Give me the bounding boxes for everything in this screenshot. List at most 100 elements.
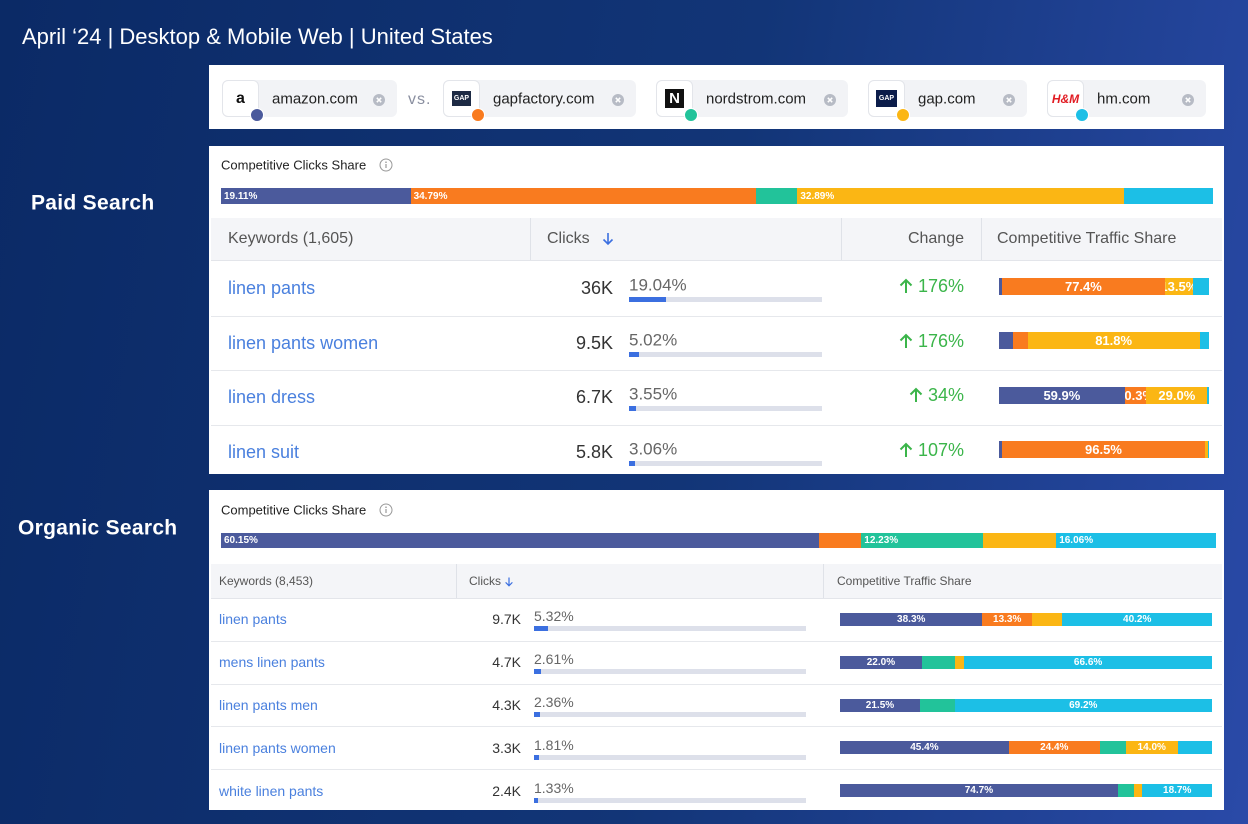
info-icon[interactable] (379, 158, 393, 172)
stacked-bar: 22.0% 66.6% (840, 655, 1212, 669)
clicks-share-track (534, 712, 806, 717)
change-cell: 176% (899, 277, 964, 295)
up-arrow-icon (899, 278, 913, 294)
segment-label: 13.3% (993, 613, 1022, 625)
column-divider (456, 564, 457, 598)
clicks-share-track (629, 460, 822, 466)
competitor-chip[interactable]: H&M hm.com (1047, 80, 1206, 122)
column-divider (981, 218, 982, 260)
bar-segment (1117, 784, 1134, 798)
bar-segment: 18.7% (1142, 784, 1212, 798)
keyword-link[interactable]: linen pants (228, 278, 316, 299)
clicks-share-bar (629, 406, 636, 412)
change-value: 34% (927, 385, 964, 406)
keyword-link[interactable]: white linen pants (219, 782, 324, 799)
segment-label: 16.06% (1059, 535, 1094, 546)
clicks-share-track (629, 406, 822, 412)
segment-label: 24.4% (1040, 742, 1069, 754)
segment-label: 13.5% (1165, 278, 1193, 294)
row-divider (211, 315, 1222, 317)
bar-segment (819, 533, 862, 548)
row-divider (211, 640, 1222, 642)
row-divider (211, 726, 1222, 728)
bar-segment (1031, 612, 1063, 626)
segment-label: 12.23% (864, 535, 899, 546)
competitor-name: gapfactory.com (493, 90, 595, 108)
clicks-share-track (534, 754, 806, 760)
bar-segment (1133, 784, 1143, 798)
change-value: 176% (917, 330, 964, 351)
column-header[interactable]: Competitive Traffic Share (997, 230, 1177, 247)
competitor-name: amazon.com (272, 90, 358, 108)
column-header[interactable]: Clicks (547, 230, 590, 247)
competitor-chip[interactable]: GAP gap.com (868, 80, 1027, 122)
row-divider (211, 370, 1222, 371)
stacked-bar: 96.5% (999, 441, 1209, 459)
column-header[interactable]: Competitive Traffic Share (837, 574, 972, 588)
segment-label: 66.6% (1073, 656, 1103, 668)
stacked-bar: 74.7% 18.7% (840, 784, 1212, 798)
bar-segment: 40.2% (1062, 612, 1212, 626)
column-header[interactable]: Clicks (469, 574, 501, 588)
stacked-bar: 77.4% 13.5% (999, 277, 1209, 295)
competitor-chip[interactable]: GAP gapfactory.com (443, 80, 636, 122)
keyword-link[interactable]: linen dress (228, 387, 316, 408)
up-arrow-icon (899, 442, 913, 458)
vs-label: vs. (408, 91, 432, 108)
page-title: April ‘24 | Desktop & Mobile Web | Unite… (22, 24, 493, 49)
share-title: Competitive Clicks Share (221, 502, 367, 518)
bar-segment: 13.5% (1164, 277, 1194, 295)
up-arrow-icon (909, 387, 923, 403)
column-header[interactable]: Keywords (1,605) (228, 230, 354, 247)
remove-icon[interactable] (612, 93, 624, 106)
clicks-share-bar (534, 626, 549, 632)
up-arrow-icon-svg (899, 333, 913, 348)
competitor-dot (1075, 108, 1089, 122)
up-arrow-icon-svg (909, 387, 923, 403)
keyword-link[interactable]: linen pants (219, 611, 287, 628)
keyword-link[interactable]: linen pants women (219, 739, 336, 756)
sort-icon[interactable] (503, 575, 515, 587)
bar-segment (1099, 741, 1126, 755)
row-divider (211, 683, 1222, 685)
stacked-bar: 60.15% 12.23% 16.06% (221, 533, 1216, 548)
sort-icon[interactable] (600, 231, 616, 247)
column-divider (530, 218, 531, 260)
remove-icon[interactable] (824, 93, 836, 106)
info-icon[interactable] (379, 503, 393, 517)
bar-segment: 74.7% (840, 784, 1118, 798)
column-header[interactable]: Keywords (8,453) (219, 574, 314, 588)
competitor-chip[interactable]: a amazon.com (222, 80, 397, 122)
remove-icon[interactable] (1003, 93, 1015, 106)
share-title: Competitive Clicks Share (221, 157, 367, 173)
column-divider (823, 564, 824, 598)
clicks-share-label: 3.55% (629, 384, 678, 404)
keyword-link[interactable]: mens linen pants (219, 654, 325, 671)
stacked-bar: 81.8% (999, 332, 1209, 350)
column-header[interactable]: Change (907, 230, 964, 247)
bar-segment: 21.5% (840, 698, 920, 712)
bar-segment: 24.4% (1008, 741, 1100, 755)
sort-icon-svg (505, 577, 513, 587)
change-value: 107% (917, 439, 964, 460)
keyword-link[interactable]: linen suit (228, 441, 300, 462)
stacked-bar: 45.4% 24.4% 14.0% (840, 741, 1212, 755)
remove-icon[interactable] (1182, 93, 1194, 106)
row-divider (211, 424, 1222, 426)
bar-segment: 14.0% (1125, 741, 1178, 755)
clicks-share-label: 19.04% (629, 275, 687, 295)
clicks-share-track (534, 626, 806, 632)
segment-label: 14.0% (1137, 742, 1166, 754)
keyword-link[interactable]: linen pants men (219, 697, 318, 713)
clicks-share-track (534, 669, 806, 675)
clicks-share-bar (629, 351, 639, 357)
keyword-link[interactable]: linen pants women (228, 332, 379, 353)
logo-text: a (236, 89, 245, 107)
remove-icon-svg (1003, 94, 1015, 106)
remove-icon[interactable] (373, 93, 385, 106)
bar-segment: 19.11% (221, 188, 411, 204)
logo-text: H&M (1051, 91, 1080, 106)
bar-segment (1193, 277, 1209, 295)
